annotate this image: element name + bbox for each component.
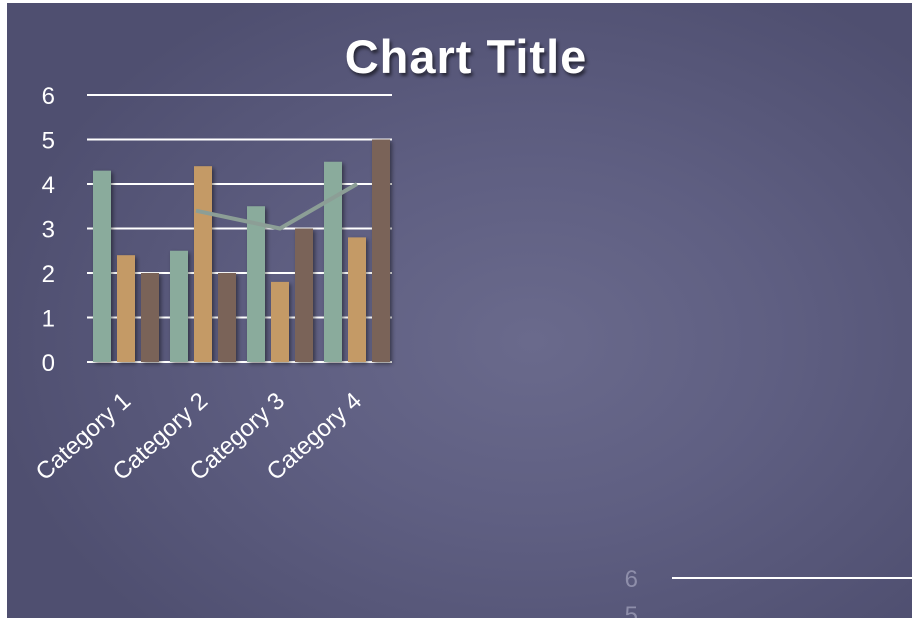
- y-tick-2: 2: [42, 261, 55, 288]
- slide: Chart Title 0 1 2 3 4 5 6 Category 1 Category 2…: [7, 3, 912, 618]
- bar-series3-category1: [141, 273, 159, 362]
- y-axis-ticks: 0 1 2 3 4 5 6: [42, 83, 55, 377]
- ghost-y-tick-6: 6: [625, 566, 638, 593]
- y-tick-0: 0: [42, 350, 55, 377]
- y-tick-6: 6: [42, 83, 55, 110]
- bar-series2-category4: [348, 237, 366, 362]
- line-series-path: [195, 182, 359, 231]
- bar-series2-category2: [194, 166, 212, 362]
- bar-series3-category2: [218, 273, 236, 362]
- bar-series1-category1: [93, 170, 111, 362]
- ghost-y-tick-5: 5: [625, 602, 638, 618]
- bar-series3-category3: [295, 228, 313, 362]
- bar-series3-category4: [372, 139, 390, 362]
- bar-series1-category3: [247, 206, 265, 362]
- y-tick-4: 4: [42, 172, 55, 199]
- gridlines: [87, 94, 392, 363]
- y-tick-5: 5: [42, 128, 55, 155]
- line-series: [195, 182, 359, 231]
- chart-title: Chart Title: [344, 30, 588, 83]
- y-tick-1: 1: [42, 306, 55, 333]
- ghost-chart-axis: 65: [625, 566, 912, 618]
- bar-series1-category2: [170, 250, 188, 362]
- bar-series2-category3: [271, 281, 289, 362]
- bars: [93, 139, 390, 362]
- y-tick-3: 3: [42, 217, 55, 244]
- bar-series2-category1: [117, 255, 135, 362]
- bar-series1-category4: [324, 161, 342, 362]
